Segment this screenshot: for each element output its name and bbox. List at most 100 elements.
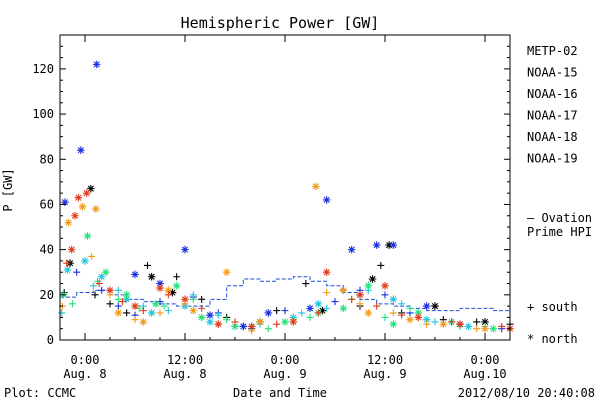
south-point	[114, 286, 122, 294]
north-point	[414, 309, 423, 317]
north-point	[164, 286, 173, 295]
north-point	[289, 318, 298, 326]
north-point	[256, 318, 264, 326]
legend-entry-noaa-17: NOAA-17	[527, 109, 578, 123]
y-tick-label: 80	[40, 152, 54, 166]
north-point	[189, 306, 198, 315]
south-point	[131, 316, 139, 324]
south-point	[381, 313, 389, 321]
north-point	[147, 272, 156, 281]
north-point	[67, 245, 76, 254]
chart-title: Hemispheric Power [GW]	[181, 14, 380, 32]
north-point	[247, 322, 256, 331]
south-point	[198, 304, 206, 312]
north-point	[206, 311, 214, 319]
south-point	[356, 300, 364, 308]
north-point	[82, 189, 91, 197]
north-point	[74, 193, 83, 202]
south-point	[160, 302, 168, 310]
x-tick-time-label: 0:00	[471, 353, 500, 367]
x-tick-date-label: Aug. 8	[63, 367, 106, 381]
x-tick-date-label: Aug. 8	[163, 367, 206, 381]
north-point	[364, 281, 373, 290]
north-point	[102, 268, 110, 277]
north-point	[139, 318, 148, 326]
x-tick-date-label: Aug.10	[463, 367, 506, 381]
south-point	[119, 298, 126, 306]
south-point	[331, 298, 339, 306]
north-point	[406, 315, 414, 324]
south-point	[164, 291, 172, 299]
footer-plot-credit: Plot: CCMC	[4, 386, 76, 400]
north-point	[78, 202, 87, 211]
legend: METP-02 NOAA-15 NOAA-16 NOAA-17 NOAA-18 NOAA-…	[527, 44, 578, 166]
south-point	[89, 282, 97, 290]
north-point	[156, 279, 164, 288]
north-point	[318, 306, 327, 315]
north-point	[122, 295, 131, 304]
north-point	[364, 309, 373, 317]
south-point	[473, 325, 481, 333]
south-point	[114, 302, 122, 310]
north-point	[312, 182, 320, 191]
south-point	[406, 304, 414, 312]
south-point	[156, 309, 164, 317]
south-point	[423, 320, 431, 328]
south-point	[173, 273, 181, 281]
legend-entry-noaa-15: NOAA-15	[527, 66, 578, 80]
north-point	[356, 291, 364, 299]
north-point	[214, 320, 223, 328]
north-point	[414, 313, 423, 322]
south-point	[398, 300, 406, 308]
north-point	[306, 304, 314, 313]
north-point	[322, 196, 331, 204]
north-point	[322, 268, 331, 277]
north-point	[97, 272, 106, 281]
north-point	[122, 291, 131, 299]
south-point	[302, 280, 310, 288]
north-point	[339, 304, 348, 313]
north-point	[422, 302, 431, 310]
x-tick-time-label: 12:00	[167, 353, 203, 367]
x-tick-time-label: 12:00	[367, 353, 403, 367]
north-point	[71, 211, 79, 220]
north-point	[197, 313, 206, 322]
x-tick-date-label: Aug. 9	[363, 367, 406, 381]
north-point	[339, 286, 348, 295]
ovation-legend-line2: Prime HPI	[527, 225, 592, 239]
south-point	[223, 316, 231, 324]
south-point	[298, 309, 306, 317]
north-point	[83, 232, 92, 240]
north-point	[81, 257, 89, 265]
north-point	[61, 198, 69, 206]
x-tick-time-label: 0:00	[271, 353, 300, 367]
north-point	[231, 322, 239, 331]
south-point	[348, 295, 356, 303]
legend-entry-noaa-16: NOAA-16	[527, 87, 578, 101]
south-point	[114, 295, 122, 303]
south-point	[189, 295, 197, 303]
north-point	[64, 218, 73, 227]
south-point	[198, 295, 206, 303]
north-point	[63, 266, 72, 274]
south-point	[69, 300, 76, 308]
y-tick-label: 60	[40, 197, 54, 211]
south-point	[164, 307, 172, 315]
y-tick-label: 40	[40, 243, 54, 257]
north-point	[131, 302, 139, 310]
north-point	[314, 300, 323, 308]
north-point	[77, 146, 85, 155]
north-point	[422, 315, 431, 324]
y-axis-label: P [GW]	[1, 168, 15, 211]
north-point	[156, 284, 164, 292]
north-point	[114, 309, 123, 317]
south-point	[314, 309, 322, 317]
north-point	[131, 270, 139, 279]
legend-entry-noaa-18: NOAA-18	[527, 130, 578, 144]
y-tick-label: 100	[32, 107, 54, 121]
south-point	[377, 261, 385, 269]
north-symbol-legend: * north	[527, 332, 578, 346]
north-point	[147, 309, 156, 317]
plot-area	[58, 60, 514, 335]
